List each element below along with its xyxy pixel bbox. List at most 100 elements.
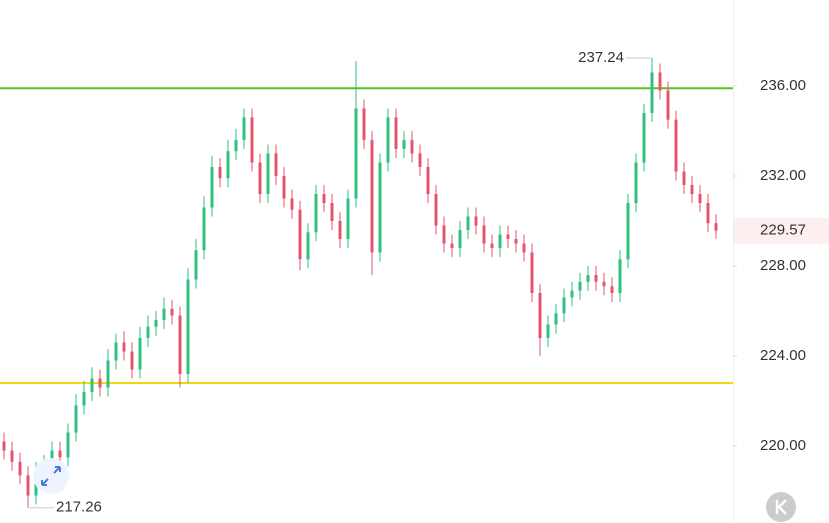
candle-body (170, 308, 174, 316)
button-bg[interactable] (766, 492, 796, 522)
candle-body (658, 72, 662, 91)
candle-body (698, 193, 702, 203)
candle-body (418, 153, 422, 167)
candle-body (642, 112, 646, 163)
candle-body (274, 153, 278, 176)
candle-body (594, 275, 598, 282)
candle-body (290, 198, 294, 210)
candle-body (90, 378, 94, 393)
candle-body (234, 139, 238, 152)
y-tick-label: 224.00 (760, 347, 806, 364)
candle-body (266, 153, 270, 194)
candle-body (490, 243, 494, 248)
candle-body (354, 108, 358, 199)
button-glyph[interactable] (775, 499, 787, 515)
candle-body (458, 229, 462, 248)
candle-body (330, 202, 334, 221)
expand-icon[interactable] (33, 458, 69, 494)
candle-body (506, 234, 510, 239)
min-label: 217.26 (56, 499, 102, 516)
candle-body (554, 313, 558, 325)
candle-body (714, 223, 718, 231)
candle-body (666, 90, 670, 120)
candle-body (26, 475, 30, 496)
candle-body (218, 166, 222, 179)
candle-body (10, 450, 14, 462)
candle-body (378, 162, 382, 253)
candle-body (98, 378, 102, 388)
candle-body (650, 72, 654, 113)
last-price-label: 229.57 (760, 222, 806, 239)
candle-body (82, 392, 86, 406)
candle-body (370, 139, 374, 253)
candle-body (106, 360, 110, 388)
candle-body (138, 338, 142, 370)
candle-body (250, 117, 254, 163)
candle-body (306, 232, 310, 260)
max-label: 237.24 (578, 49, 624, 66)
candle-body (570, 290, 574, 298)
candle-body (178, 315, 182, 375)
candle-body (210, 166, 214, 208)
candle-body (114, 342, 118, 361)
candle-body (242, 117, 246, 140)
candle-body (258, 162, 262, 194)
candle-body (386, 117, 390, 163)
plot-area (0, 58, 733, 508)
y-tick-label: 220.00 (760, 437, 806, 454)
candle-body (578, 281, 582, 291)
candle-body (338, 220, 342, 239)
candle-body (394, 117, 398, 149)
candle-body (586, 275, 590, 282)
candle-body (362, 108, 366, 140)
candle-body (674, 119, 678, 172)
candle-body (226, 151, 230, 179)
candle-body (314, 193, 318, 233)
candle-body (58, 450, 62, 458)
candle-body (546, 324, 550, 339)
candle-body (346, 198, 350, 239)
candle-body (682, 171, 686, 185)
icon-bg[interactable] (33, 458, 69, 494)
candle-body (514, 238, 518, 244)
last-price-bg (734, 217, 829, 244)
candle-body (202, 207, 206, 251)
candle-body (538, 293, 542, 339)
y-tick-label: 236.00 (760, 77, 806, 94)
candle-body (322, 193, 326, 203)
candle-body (618, 259, 622, 294)
icon-glyph[interactable] (41, 466, 61, 486)
candle-body (154, 320, 158, 327)
candle-body (530, 252, 534, 294)
candle-body (442, 225, 446, 244)
y-tick-label: 232.00 (760, 167, 806, 184)
candle-body (450, 243, 454, 248)
candle-body (434, 193, 438, 226)
candle-body (146, 326, 150, 339)
candle-body (562, 297, 566, 314)
candle-body (194, 250, 198, 280)
candle-body (282, 175, 286, 199)
candle-body (426, 166, 430, 194)
candle-body (74, 405, 78, 433)
candle-body (706, 202, 710, 224)
candle-body (690, 184, 694, 194)
candle-body (522, 243, 526, 253)
candle-body (298, 209, 302, 260)
candle-body (2, 441, 6, 451)
candle-body (122, 342, 126, 352)
candle-body (162, 308, 166, 321)
candle-body (410, 139, 414, 154)
candle-body (402, 139, 406, 149)
candle-body (130, 351, 134, 370)
collapse-button[interactable] (766, 492, 796, 522)
candle-body (610, 286, 614, 294)
candle-body (50, 450, 54, 465)
candle-body (634, 162, 638, 203)
candle-body (602, 281, 606, 287)
candle-body (498, 234, 502, 248)
candle-body (186, 279, 190, 375)
